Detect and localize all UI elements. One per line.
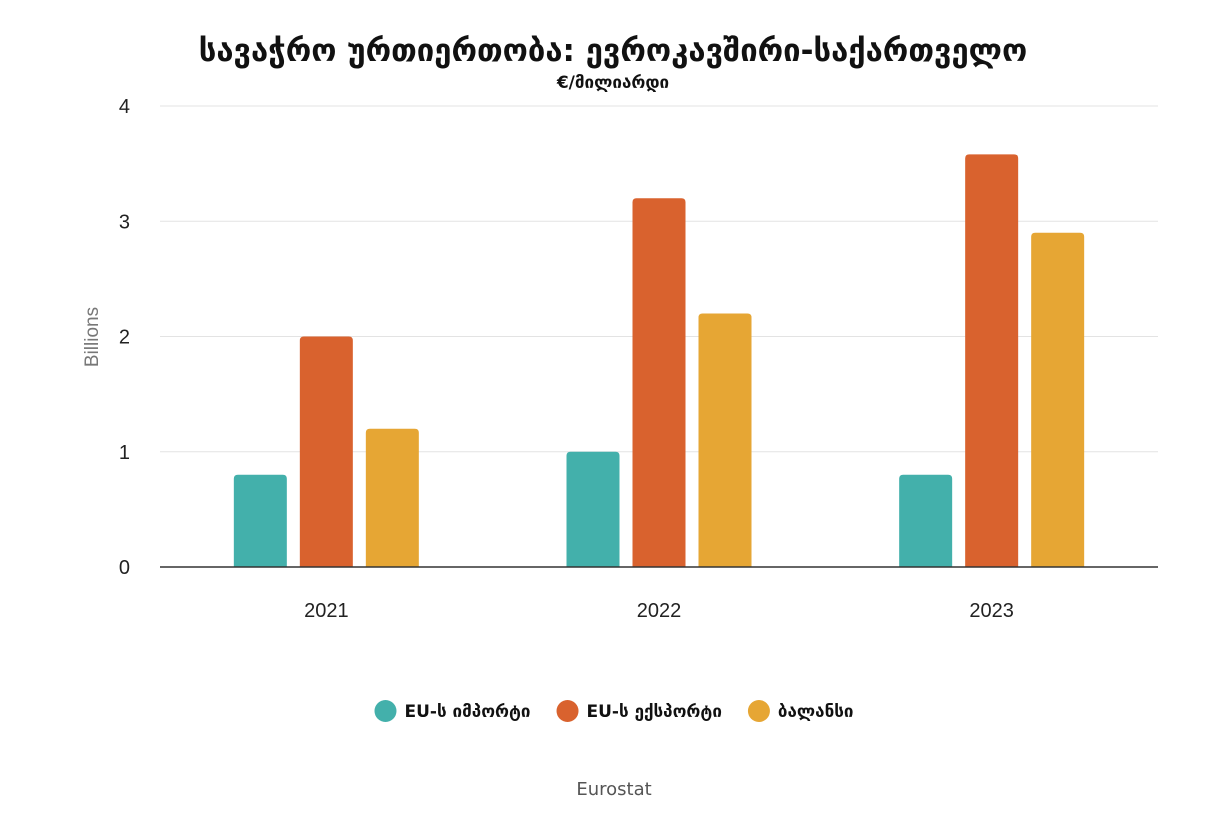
x-tick-label: 2023 — [969, 600, 1014, 622]
axes: 0 1 2 3 4 2021 2022 2023 — [119, 96, 1158, 622]
bar — [365, 428, 419, 567]
chart-title: სავაჭრო ურთიერთობა: ევროკავშირი-საქართვე… — [199, 33, 1027, 69]
legend-swatch — [556, 700, 579, 722]
y-axis-label: Billions — [82, 307, 103, 367]
bar — [566, 451, 620, 567]
legend-item: ბალანსი — [747, 700, 854, 722]
x-tick-label: 2021 — [304, 600, 349, 622]
legend-label: EU-ს ექსპორტი — [587, 702, 722, 722]
legend-item: EU-ს იმპორტი — [374, 700, 531, 722]
bars — [233, 154, 1085, 567]
legend: EU-ს იმპორტი EU-ს ექსპორტი ბალანსი — [374, 700, 854, 722]
legend-label: EU-ს იმპორტი — [404, 702, 530, 722]
legend-item: EU-ს ექსპორტი — [556, 700, 722, 722]
bar — [632, 198, 686, 567]
legend-swatch — [747, 700, 770, 722]
y-tick-label: 0 — [119, 557, 130, 579]
bar — [965, 154, 1019, 567]
y-tick-label: 1 — [119, 442, 130, 464]
x-tick-label: 2022 — [637, 600, 682, 622]
chart-subtitle: €/მილიარდი — [556, 73, 669, 93]
legend-label: ბალანსი — [778, 702, 854, 722]
bar — [233, 474, 287, 567]
legend-swatch — [374, 700, 397, 722]
bar — [299, 336, 353, 567]
y-tick-label: 2 — [119, 327, 130, 349]
bar — [698, 313, 752, 567]
y-tick-label: 3 — [119, 211, 130, 233]
bar — [899, 474, 953, 567]
source-label: Eurostat — [576, 779, 651, 800]
y-tick-label: 4 — [119, 96, 130, 118]
bar — [1031, 232, 1085, 567]
